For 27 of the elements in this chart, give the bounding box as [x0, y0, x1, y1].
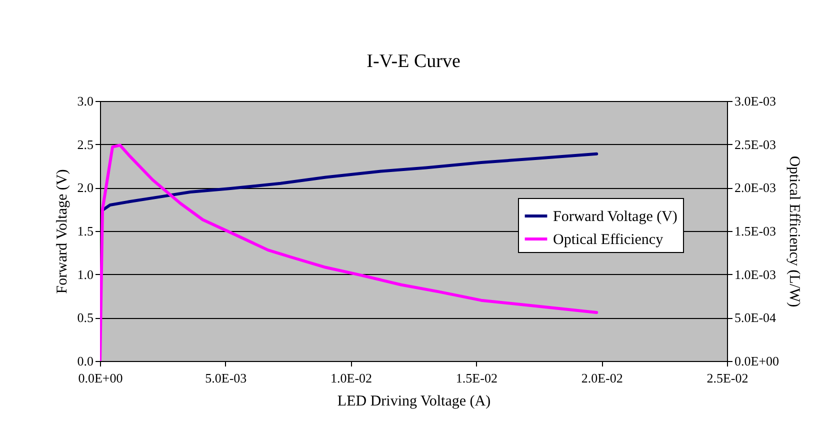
y2-tick-label: 1.5E-03 — [734, 224, 776, 238]
x-tick-label: 1.0E-02 — [330, 370, 372, 386]
x-tick-label: 5.0E-03 — [205, 370, 247, 386]
y-tick-label: 1.5 — [77, 224, 94, 238]
y-axis-title: Forward Voltage (V) — [54, 169, 70, 294]
legend-label: Forward Voltage (V) — [553, 209, 678, 225]
x-tick-label: 0.0E+00 — [78, 370, 123, 386]
y2-axis-title: Optical Efficiency (L/W) — [786, 156, 802, 308]
x-axis-title: LED Driving Voltage (A) — [337, 394, 491, 410]
y2-tick-label: 1.0E-03 — [734, 266, 776, 282]
chart-title: I-V-E Curve — [366, 51, 460, 72]
line-series — [101, 152, 598, 212]
y-tick-label: 0.0 — [77, 354, 94, 368]
y-tick-label: 2.0 — [77, 180, 94, 196]
y-tick-label: 2.5 — [77, 136, 94, 152]
y2-tick-label: 2.5E-03 — [734, 136, 776, 152]
y-tick-label: 0.5 — [77, 310, 94, 326]
x-tick-label: 2.5E-02 — [706, 370, 748, 386]
y2-tick-label: 3.0E-03 — [734, 94, 776, 108]
y-tick-label: 1.0 — [77, 266, 94, 282]
y-tick-label: 3.0 — [77, 94, 94, 108]
y2-tick-label: 0.0E+00 — [734, 354, 780, 368]
legend-label: Optical Efficiency — [553, 232, 664, 248]
y2-tick-label: 2.0E-03 — [734, 180, 776, 196]
x-tick-label: 1.5E-02 — [456, 370, 498, 386]
x-tick-label: 2.0E-02 — [581, 370, 623, 386]
y2-tick-label: 5.0E-04 — [734, 310, 777, 326]
